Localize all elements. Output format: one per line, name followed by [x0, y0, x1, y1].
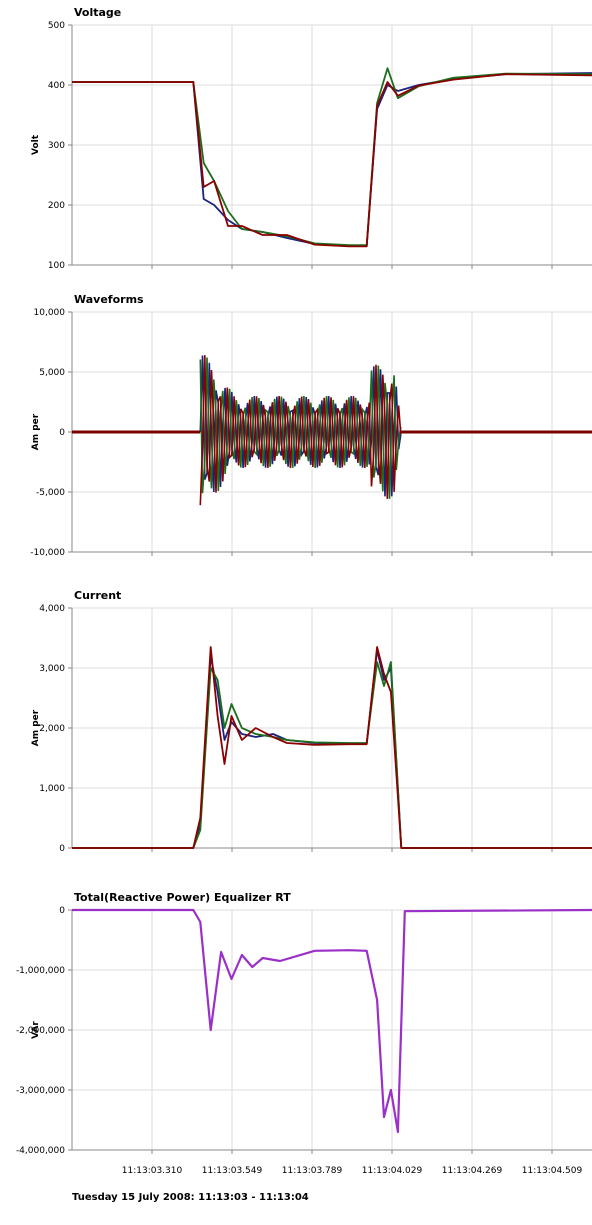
- y-tick-label: 300: [48, 141, 65, 151]
- y-tick-label: -2,000,000: [16, 1026, 65, 1036]
- x-tick-label: 11:13:03.310: [122, 1166, 183, 1176]
- panel-title: Waveforms: [74, 293, 144, 306]
- y-tick-label: 200: [48, 201, 65, 211]
- waveform-trace: [199, 357, 402, 499]
- x-tick-label: 11:13:03.789: [282, 1166, 343, 1176]
- y-axis-label: Am per: [31, 709, 41, 746]
- y-tick-label: -1,000,000: [16, 966, 65, 976]
- x-tick-label: 11:13:04.029: [362, 1166, 423, 1176]
- series-line-0: [72, 908, 592, 1134]
- y-tick-label: 400: [48, 81, 65, 91]
- y-tick-label: 500: [48, 21, 65, 31]
- panel-title: Total(Reactive Power) Equalizer RT: [74, 891, 291, 904]
- y-tick-label: -5,000: [36, 488, 65, 498]
- panel-3: Total(Reactive Power) Equalizer RT 0 -1,00…: [16, 891, 592, 1156]
- series-line-2: [72, 73, 592, 248]
- y-tick-label: 10,000: [34, 308, 66, 318]
- y-tick-label: -3,000,000: [16, 1086, 65, 1096]
- y-tick-label: 5,000: [39, 368, 65, 378]
- y-tick-label: -4,000,000: [16, 1146, 65, 1156]
- y-tick-label: 3,000: [39, 664, 65, 674]
- x-tick-label: 11:13:04.509: [522, 1166, 583, 1176]
- footer-date-range: Tuesday 15 July 2008: 11:13:03 - 11:13:0…: [72, 1192, 309, 1203]
- y-axis-label: Am per: [31, 413, 41, 450]
- y-tick-label: 100: [48, 261, 65, 271]
- panel-0: Voltage 500 400 300 200 100 Volt: [31, 6, 592, 271]
- waveform-band: [199, 355, 402, 506]
- y-tick-label: 2,000: [39, 724, 65, 734]
- series-line-2: [72, 646, 592, 849]
- waveform-trace: [199, 355, 402, 506]
- y-tick-label: 0: [59, 844, 65, 854]
- y-tick-label: 1,000: [39, 784, 65, 794]
- panel-2: Current 4,000 3,000 2,000 1,000 0 Am per: [31, 589, 592, 854]
- y-tick-label: 4,000: [39, 604, 65, 614]
- y-axis-label: VAr: [31, 1021, 41, 1039]
- y-tick-label: 0: [59, 428, 65, 438]
- y-axis-label: Volt: [31, 134, 41, 155]
- y-tick-label: -10,000: [30, 548, 65, 558]
- y-tick-label: 0: [59, 906, 65, 916]
- panel-title: Current: [74, 589, 121, 602]
- x-tick-label: 11:13:04.269: [442, 1166, 503, 1176]
- panel-1: Waveforms 10,000 5,000 0 -5,000 -10,000 Am per: [30, 293, 592, 558]
- x-tick-label: 11:13:03.549: [202, 1166, 263, 1176]
- panel-title: Voltage: [74, 6, 121, 19]
